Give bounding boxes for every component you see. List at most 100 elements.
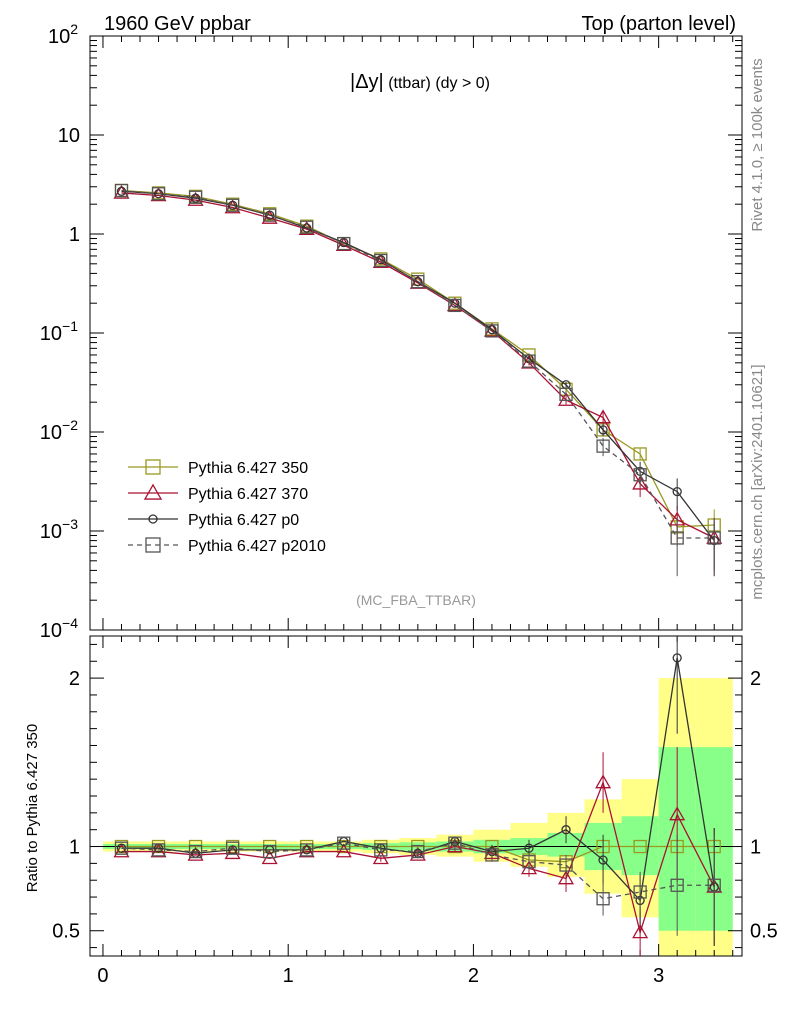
legend-label: Pythia 6.427 350 [188, 460, 308, 477]
green-band-bin [547, 833, 585, 857]
x-tick-label: 3 [653, 965, 664, 987]
data-point-main [596, 439, 610, 453]
data-point-main [153, 189, 164, 199]
data-point-main [190, 193, 201, 203]
legend-label: Pythia 6.427 370 [188, 486, 308, 503]
analysis-label: (MC_FBA_TTBAR) [356, 592, 476, 608]
data-point-ratio [633, 885, 647, 899]
data-point-ratio [669, 806, 686, 821]
data-point-main [633, 447, 647, 461]
data-point-ratio [559, 858, 573, 872]
data-point-main [633, 468, 647, 482]
data-point-ratio [263, 844, 277, 859]
data-point-main [598, 425, 608, 435]
y-tick-label: 102 [48, 21, 78, 48]
data-point-ratio [372, 850, 389, 865]
data-point-ratio [595, 774, 612, 789]
data-point-main [632, 475, 649, 490]
chart-title: |Δy| (ttbar) (dy > 0) [350, 71, 490, 93]
y-tick-label: 10−2 [40, 417, 78, 444]
ratio-y-tick-label: 2 [69, 668, 80, 690]
data-point-ratio [411, 844, 425, 859]
data-point-main [188, 190, 203, 204]
data-point-ratio [524, 843, 534, 853]
data-point-ratio [446, 838, 463, 853]
data-point-main [672, 486, 682, 497]
data-point-main [448, 298, 462, 313]
data-point-main [595, 409, 612, 424]
data-point-ratio [596, 892, 610, 906]
data-point-ratio [335, 843, 352, 858]
data-point-ratio [485, 848, 499, 862]
data-point-ratio [558, 870, 575, 885]
data-point-main [522, 354, 536, 368]
data-point-ratio [670, 878, 684, 892]
mcplots-label: mcplots.cern.ch [arXiv:2401.10621] [749, 364, 766, 599]
data-point-main [374, 253, 388, 268]
legend-marker [145, 537, 161, 553]
legend-marker [148, 514, 158, 524]
y-tick-label: 10−1 [40, 318, 78, 345]
data-point-main [265, 210, 275, 220]
y-tick-label: 10−3 [40, 516, 78, 543]
data-point-ratio [598, 855, 608, 865]
axis-ticks: 0 1 2 3 102 10 1 10−1 10−2 10−3 10−4 2 2 1 1 0.5 0.5 [40, 21, 778, 987]
series-line-main [121, 192, 715, 539]
data-point-main [225, 198, 240, 212]
data-point-ratio [522, 855, 536, 869]
ratio-y-tick-label-right: 2 [750, 668, 761, 690]
data-point-main [413, 277, 423, 287]
data-point-ratio [448, 836, 462, 850]
legend-label: Pythia 6.427 p0 [188, 512, 299, 529]
ratio-y-tick-label: 0.5 [52, 921, 80, 943]
data-point-main [411, 275, 425, 289]
data-point-ratio [672, 653, 682, 663]
data-point-ratio [632, 924, 649, 939]
y-tick-label: 10−4 [40, 615, 78, 642]
data-point-ratio [707, 878, 721, 892]
data-point-main [300, 220, 314, 234]
data-point-ratio [633, 839, 647, 854]
header-right: Top (parton level) [581, 13, 736, 35]
data-point-main [376, 255, 386, 265]
ratio-y-tick-label: 1 [69, 837, 80, 859]
series-line-main [121, 189, 715, 539]
y-tick-label: 1 [69, 224, 80, 246]
data-point-ratio [374, 843, 388, 857]
legend-marker [145, 459, 161, 475]
x-tick-label: 1 [283, 965, 294, 987]
data-point-main [151, 187, 166, 201]
data-point-main [114, 183, 129, 198]
y-tick-label: 10 [58, 125, 80, 147]
rivet-label: Rivet 4.1.0, ≥ 100k events [749, 58, 766, 231]
data-point-ratio [337, 836, 351, 850]
data-point-main [302, 223, 312, 233]
legend-marker [143, 483, 163, 500]
data-point-main [263, 208, 277, 222]
x-tick-label: 0 [97, 965, 108, 987]
data-point-main [670, 531, 684, 545]
data-point-main [487, 325, 497, 335]
data-point-main [559, 387, 573, 402]
legend-label: Pythia 6.427 p2010 [188, 538, 326, 555]
data-point-main [520, 354, 538, 369]
ratio-bands [90, 678, 742, 956]
legend: Pythia 6.427 350 Pythia 6.427 370 Pythia 6… [128, 459, 326, 555]
series-layer [113, 183, 723, 956]
series-line-main [121, 189, 715, 528]
data-point-ratio [151, 843, 166, 857]
data-point-ratio [188, 844, 203, 859]
ratio-y-tick-label-right: 0.5 [750, 921, 778, 943]
green-band-bin [621, 816, 659, 876]
data-point-ratio [561, 825, 571, 835]
data-point-main [485, 324, 499, 338]
header-left: 1960 GeV ppbar [104, 13, 251, 35]
data-point-main [337, 236, 351, 251]
x-tick-label: 2 [468, 965, 479, 987]
data-point-ratio [300, 843, 314, 857]
ratio-y-tick-label-right: 1 [750, 837, 761, 859]
data-point-main [707, 531, 721, 545]
series-3 [114, 183, 721, 936]
